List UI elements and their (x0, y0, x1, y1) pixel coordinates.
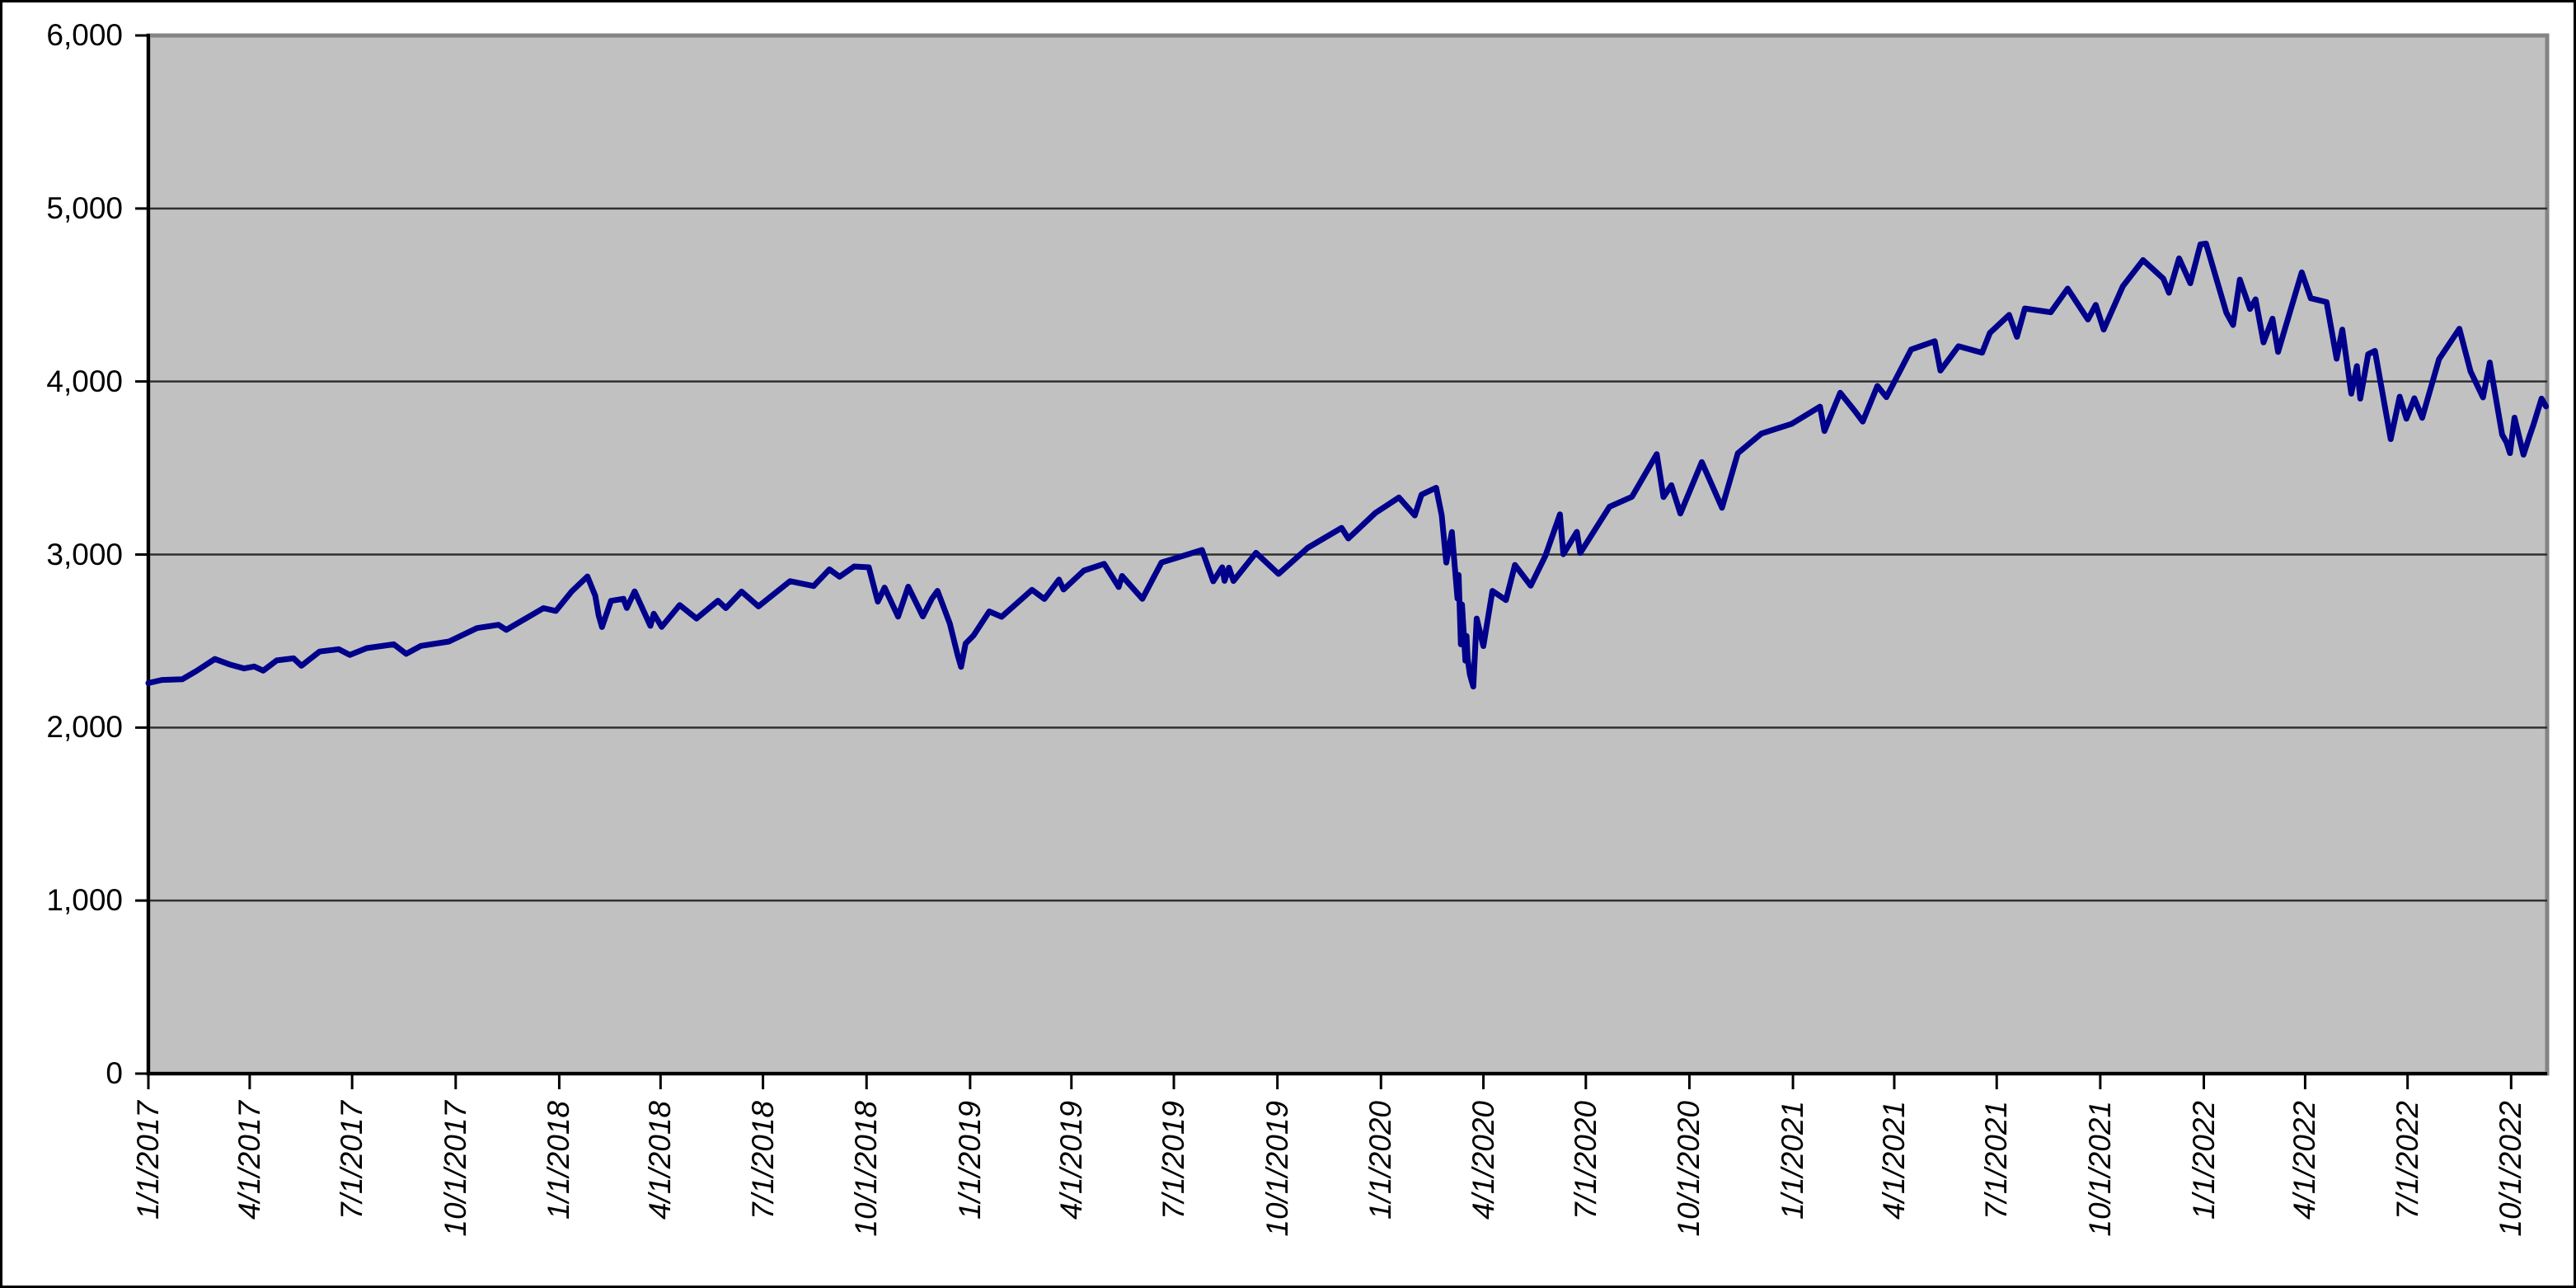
x-axis-tick-label: 7/1/2020 (1568, 1101, 1602, 1220)
x-axis-tick-label: 4/1/2022 (2287, 1101, 2322, 1220)
x-axis-tick-label: 1/1/2017 (131, 1101, 165, 1220)
x-axis-tick-label: 4/1/2018 (643, 1101, 678, 1220)
x-axis-tick-label: 7/1/2018 (745, 1101, 780, 1220)
x-axis-tick-label: 1/1/2022 (2186, 1101, 2221, 1220)
x-axis-tick-label: 1/1/2018 (542, 1101, 576, 1220)
x-axis-tick-label: 10/1/2017 (438, 1101, 472, 1237)
y-axis-tick-label: 3,000 (46, 537, 123, 571)
x-axis-tick-label: 1/1/2020 (1363, 1101, 1398, 1220)
x-axis-tick-label: 4/1/2019 (1053, 1101, 1088, 1220)
x-axis-tick-label: 7/1/2017 (335, 1101, 369, 1220)
x-axis-tick-label: 7/1/2021 (1979, 1101, 2014, 1220)
y-axis-tick-label: 5,000 (46, 190, 123, 225)
y-axis-tick-label: 4,000 (46, 364, 123, 398)
x-axis-tick-label: 7/1/2022 (2390, 1101, 2424, 1220)
x-axis-tick-label: 10/1/2019 (1260, 1101, 1294, 1237)
x-axis-tick-label: 10/1/2021 (2082, 1101, 2117, 1237)
y-axis-tick-label: 6,000 (46, 18, 123, 52)
x-axis-tick-label: 1/1/2021 (1776, 1101, 1810, 1220)
y-axis-tick-label: 2,000 (46, 710, 123, 745)
x-axis-tick-label: 7/1/2019 (1157, 1101, 1191, 1220)
x-axis-tick-label: 4/1/2020 (1466, 1101, 1500, 1220)
y-axis-tick-label: 0 (106, 1056, 123, 1090)
x-axis-tick-label: 10/1/2018 (849, 1101, 884, 1237)
x-axis-tick-label: 10/1/2020 (1672, 1101, 1706, 1237)
x-axis-tick-label: 4/1/2021 (1876, 1101, 1911, 1220)
y-axis-tick-label: 1,000 (46, 883, 123, 918)
sp500-price-line (145, 240, 2550, 690)
x-axis-tick-label: 4/1/2017 (232, 1101, 266, 1220)
x-axis-tick-label: 1/1/2019 (952, 1101, 987, 1220)
x-axis-tick-label: 10/1/2022 (2494, 1101, 2528, 1237)
